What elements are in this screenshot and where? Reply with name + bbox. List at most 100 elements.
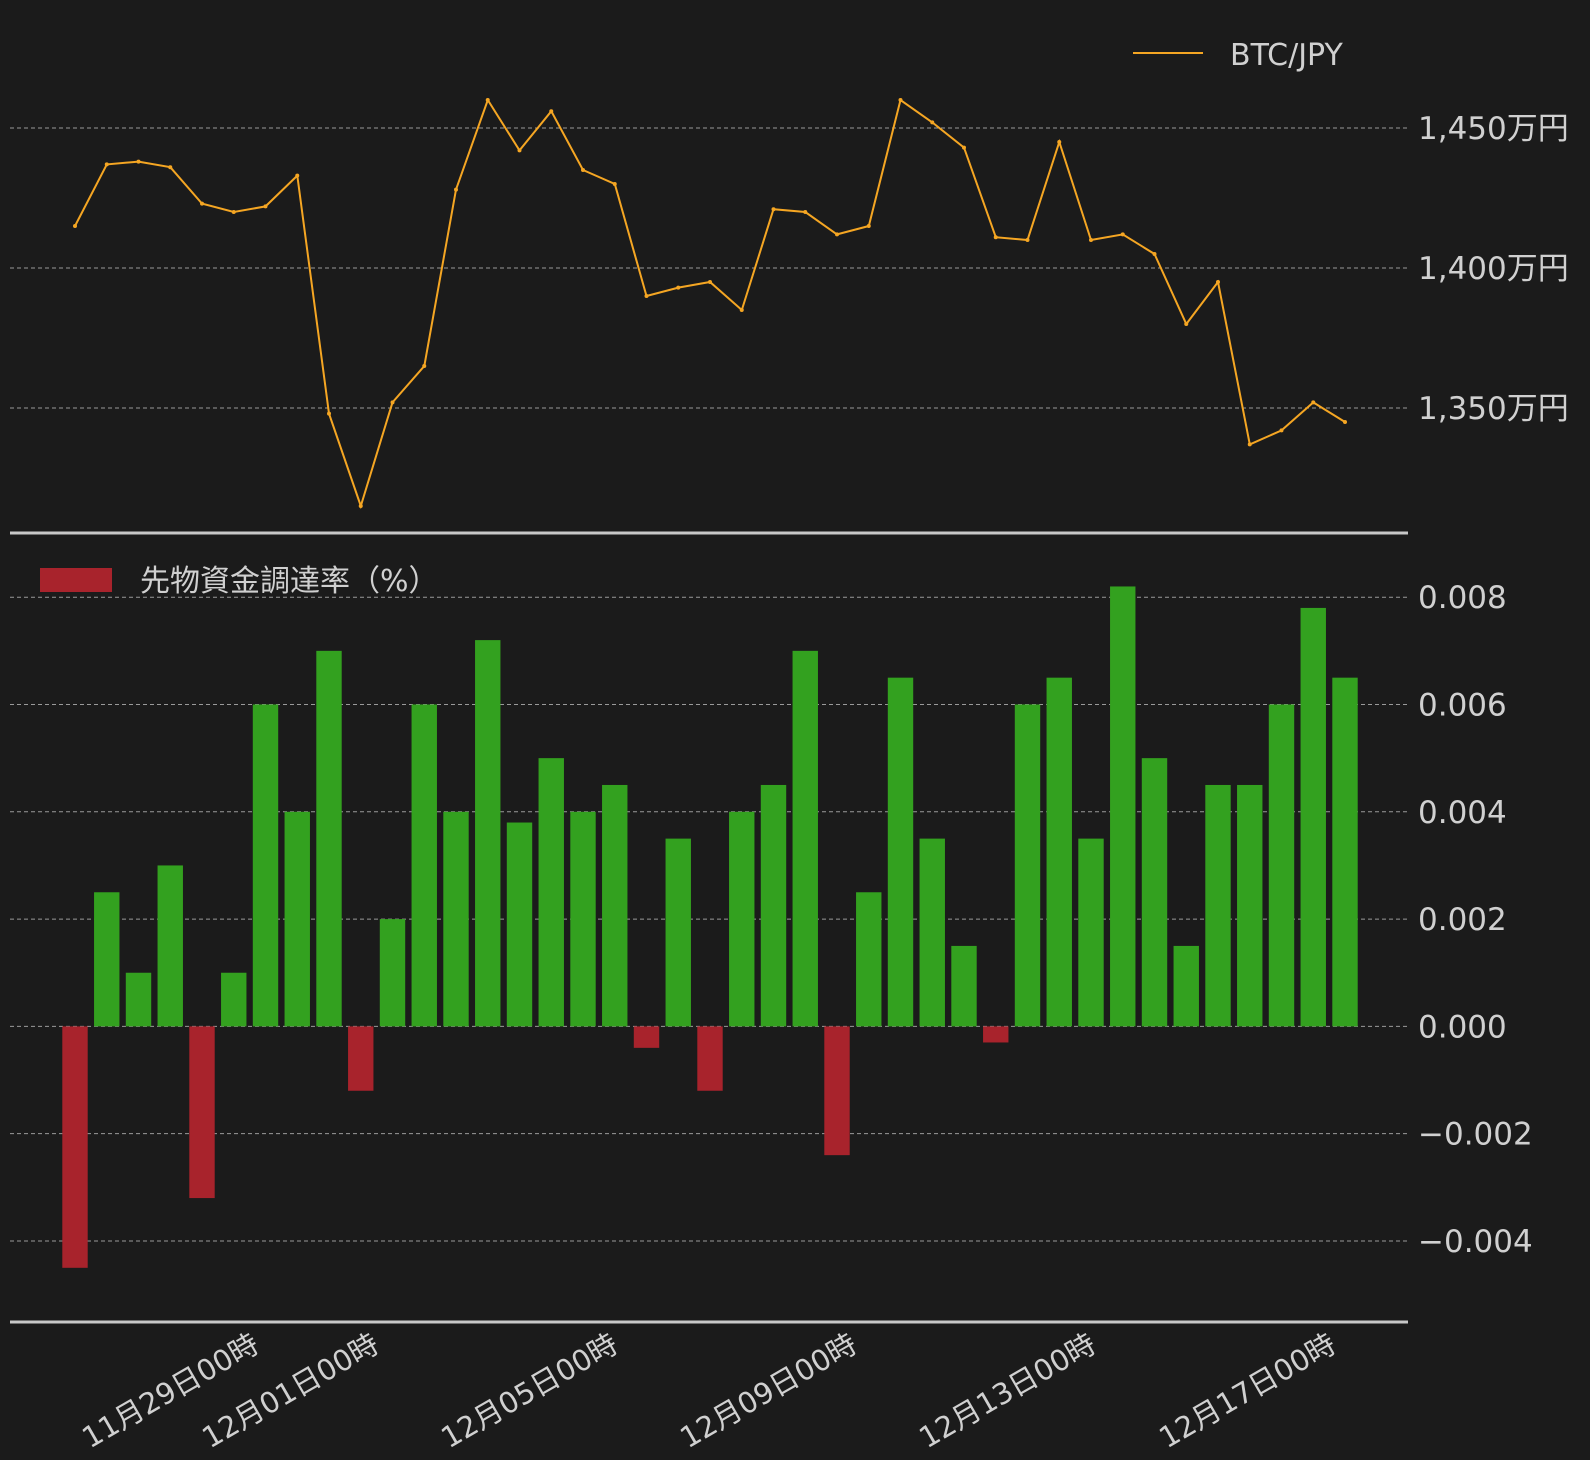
price-point: [612, 182, 617, 186]
funding-bar: [348, 1026, 374, 1091]
funding-bar: [1332, 677, 1358, 1027]
price-point: [104, 162, 109, 167]
price-point: [1152, 252, 1157, 256]
price-point: [73, 224, 77, 228]
funding-bar: [1237, 784, 1263, 1027]
funding-bar: [570, 811, 596, 1027]
btc-jpy-data-points: [73, 98, 1347, 508]
funding-y-tick-label: 0.000: [1418, 1009, 1507, 1045]
price-point: [771, 207, 776, 212]
price-point: [866, 224, 871, 228]
price-point: [231, 210, 236, 214]
price-point: [327, 411, 331, 416]
price-point: [1311, 400, 1316, 405]
funding-y-tick-label: 0.008: [1418, 580, 1507, 616]
price-point: [1120, 232, 1125, 237]
funding-bar: [792, 650, 818, 1027]
price-y-tick-label: 1,450万円: [1418, 111, 1569, 147]
price-point: [962, 145, 966, 150]
price-point: [739, 308, 744, 312]
price-point: [549, 109, 554, 114]
funding-bar: [824, 1026, 850, 1156]
price-point: [1057, 140, 1062, 144]
funding-bar: [983, 1026, 1009, 1043]
funding-rate-bars: [62, 586, 1358, 1268]
price-point: [1279, 428, 1284, 433]
funding-bar: [951, 945, 977, 1027]
price-point: [200, 201, 204, 206]
funding-legend-swatch: [40, 568, 112, 592]
price-point: [1184, 322, 1189, 326]
funding-bar: [665, 838, 691, 1027]
funding-y-tick-label: −0.002: [1418, 1117, 1533, 1153]
price-point: [263, 204, 268, 209]
price-point: [295, 173, 300, 178]
price-y-tick-labels: 1,350万円 1,400万円 1,450万円: [1418, 111, 1569, 427]
price-point: [517, 148, 522, 153]
price-point: [644, 294, 649, 298]
funding-bar: [316, 650, 342, 1027]
funding-bar: [221, 972, 247, 1027]
price-point: [803, 210, 808, 214]
funding-bar: [760, 784, 787, 1027]
funding-bar: [1110, 586, 1136, 1027]
funding-bar: [411, 704, 437, 1027]
funding-bar: [94, 892, 120, 1027]
price-point: [581, 168, 585, 172]
funding-bar: [443, 811, 469, 1027]
funding-y-tick-labels: −0.004 −0.002 0.000 0.002 0.004 0.006 0.008: [1418, 580, 1533, 1260]
funding-y-tick-label: 0.002: [1418, 902, 1507, 938]
funding-bar: [602, 784, 628, 1027]
funding-bar: [125, 972, 152, 1027]
funding-bar: [379, 919, 406, 1027]
funding-bar: [1014, 704, 1041, 1027]
price-point: [1343, 420, 1347, 424]
price-point: [676, 285, 681, 290]
price-point: [390, 400, 395, 405]
funding-bar: [284, 811, 310, 1027]
price-legend: BTC/JPY: [1133, 38, 1343, 73]
funding-bar: [506, 822, 533, 1027]
price-point: [454, 187, 458, 192]
price-point: [1089, 238, 1093, 242]
funding-y-tick-label: 0.004: [1418, 795, 1507, 831]
funding-bar: [1141, 758, 1168, 1027]
funding-bar: [1268, 704, 1295, 1027]
price-point: [708, 280, 712, 284]
price-point: [898, 98, 903, 102]
funding-bar: [62, 1026, 88, 1268]
price-y-tick-label: 1,350万円: [1418, 391, 1569, 427]
funding-bar: [1173, 945, 1199, 1027]
price-point: [1247, 442, 1252, 447]
funding-bar: [538, 758, 564, 1027]
price-point: [168, 165, 173, 170]
funding-bar: [887, 677, 914, 1027]
price-point: [930, 120, 935, 125]
funding-bar: [1046, 677, 1072, 1027]
funding-y-tick-label: 0.006: [1418, 687, 1507, 723]
price-point: [993, 235, 998, 240]
funding-legend-label: 先物資金調達率（%）: [140, 564, 439, 599]
funding-bar: [729, 811, 755, 1027]
funding-bar: [1078, 838, 1104, 1027]
funding-bar: [633, 1026, 660, 1048]
funding-bar: [475, 640, 501, 1027]
funding-bar: [157, 865, 183, 1027]
price-point: [136, 159, 141, 164]
funding-legend: 先物資金調達率（%）: [40, 564, 439, 599]
price-legend-label: BTC/JPY: [1230, 38, 1343, 73]
price-point: [422, 364, 427, 368]
funding-bar: [1300, 607, 1326, 1027]
price-gridlines: [10, 127, 1408, 409]
funding-bar: [919, 838, 945, 1027]
funding-bar: [697, 1026, 723, 1091]
price-point: [1216, 280, 1220, 284]
price-point: [1025, 238, 1030, 242]
funding-y-tick-label: −0.004: [1418, 1224, 1533, 1260]
price-y-tick-label: 1,400万円: [1418, 251, 1569, 287]
price-point: [485, 98, 490, 102]
funding-bar: [1205, 784, 1231, 1027]
funding-bar: [856, 892, 882, 1027]
